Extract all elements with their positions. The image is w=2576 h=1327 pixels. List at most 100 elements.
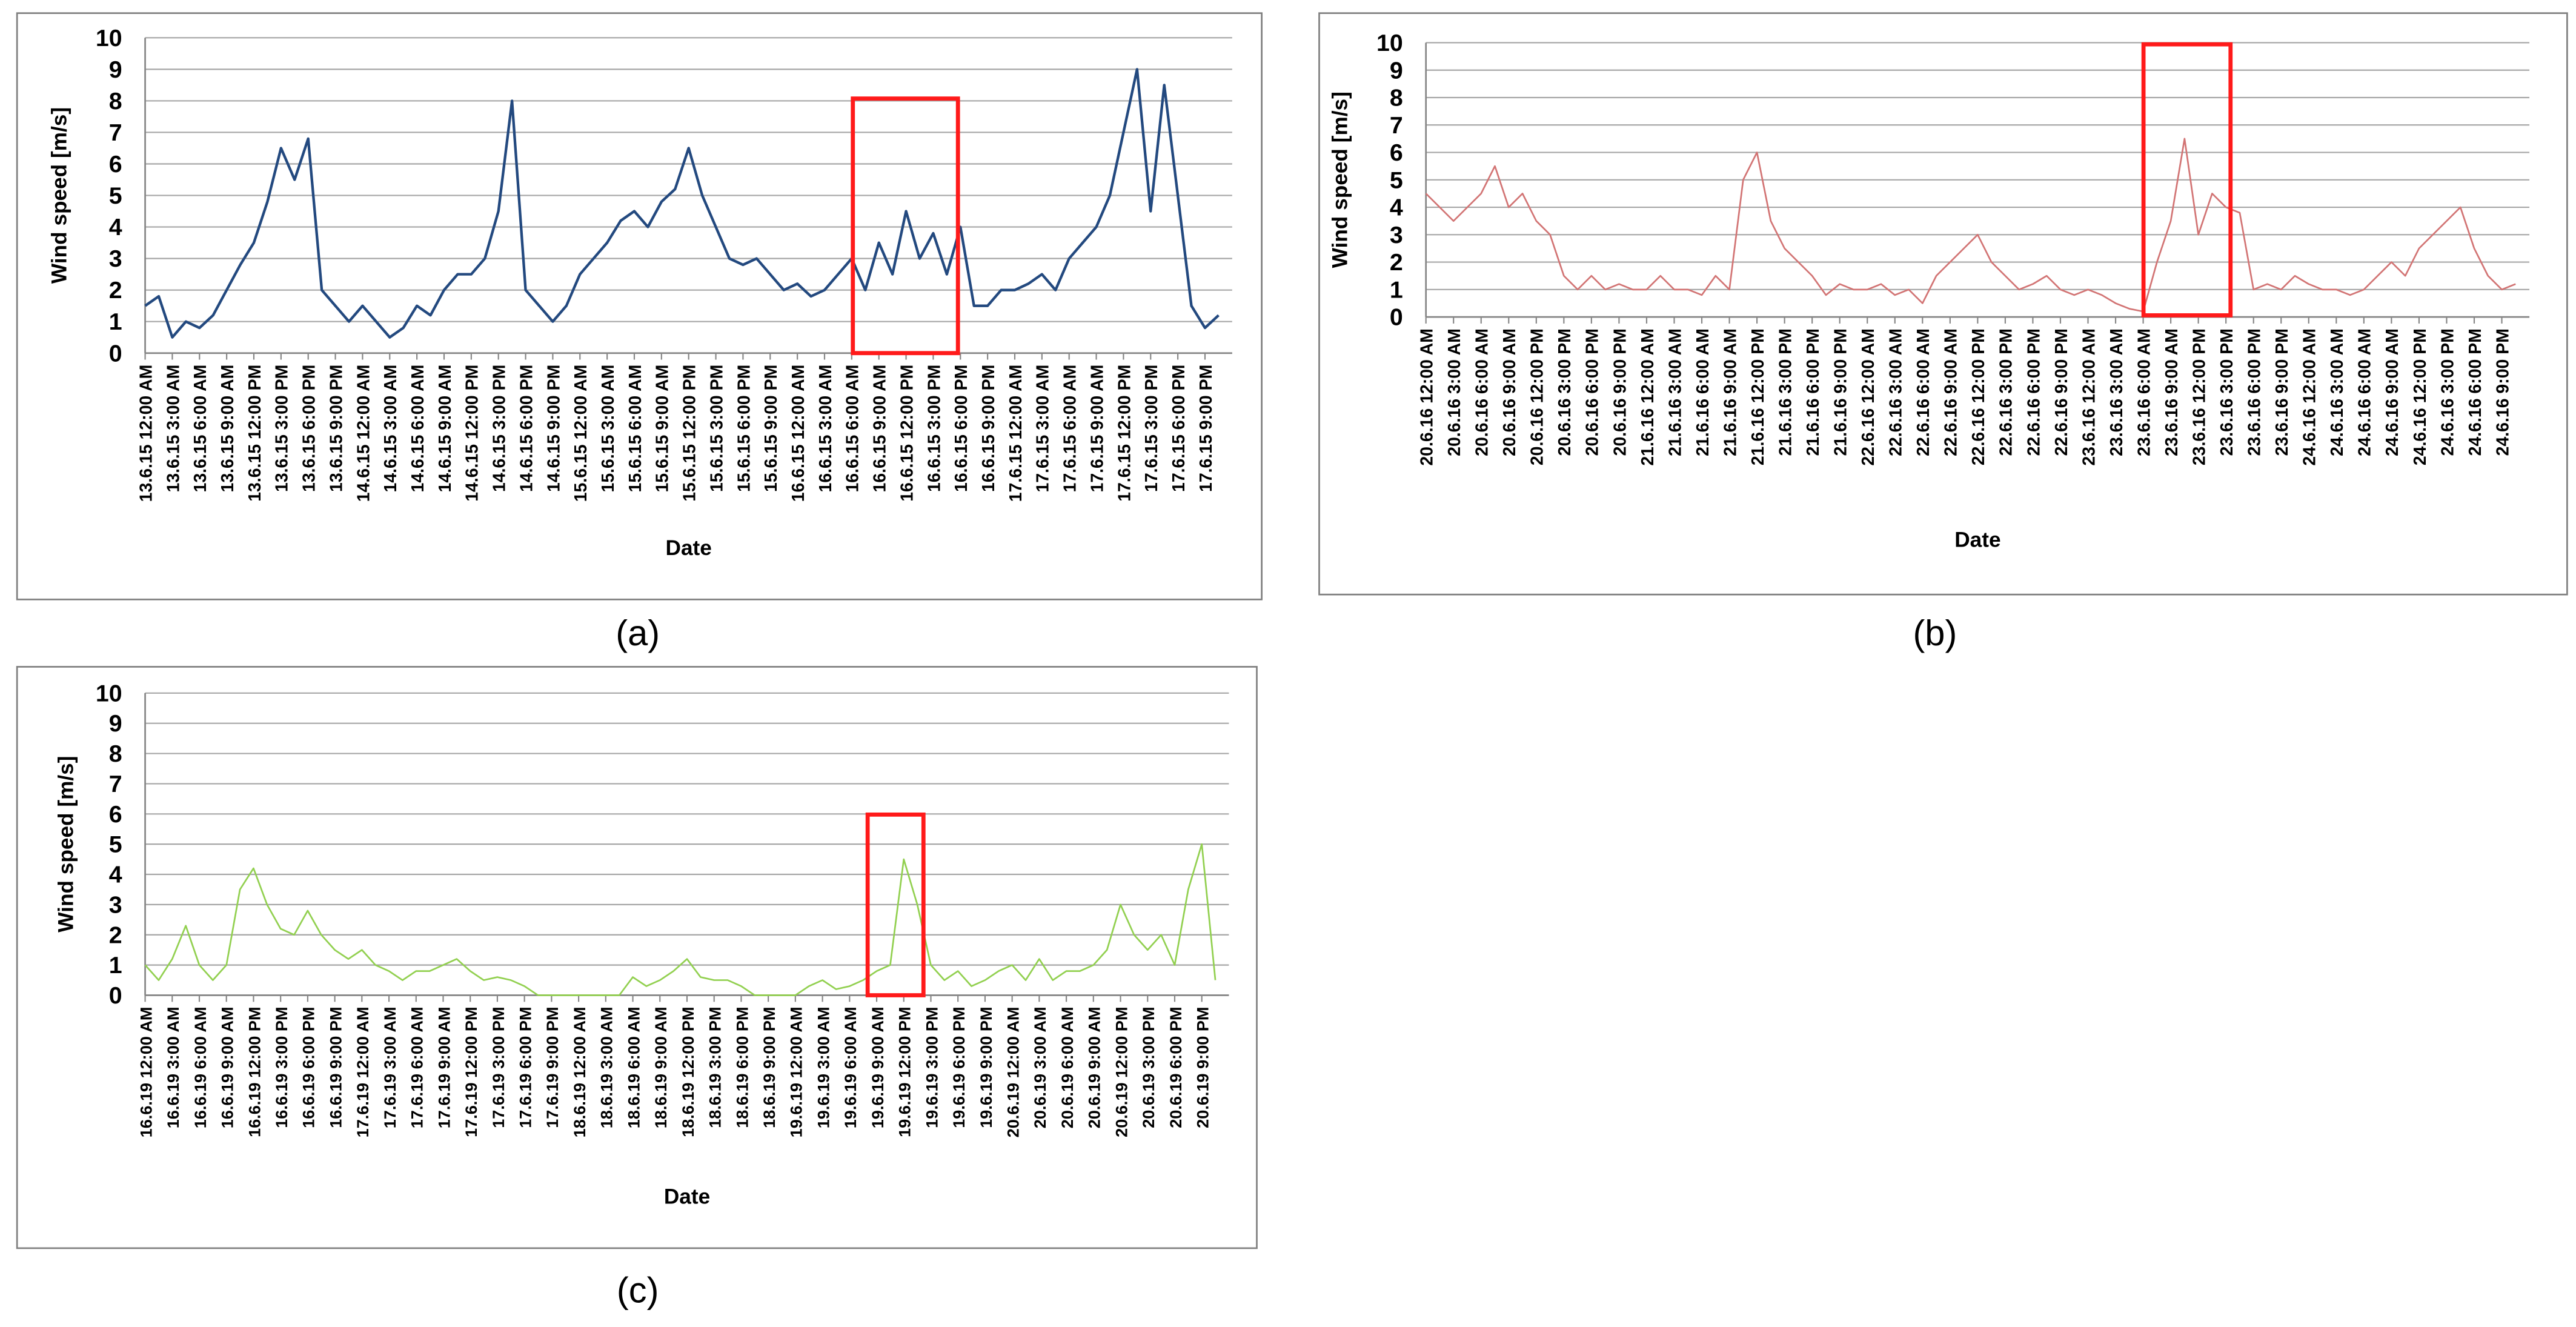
x-tick-label: 16.6.19 6:00 PM <box>299 1006 318 1128</box>
highlight-box <box>2141 42 2233 318</box>
x-tick-label: 18.6.19 6:00 AM <box>624 1006 643 1128</box>
y-tick-label: 8 <box>1390 85 1403 111</box>
x-tick-label: 14.6.15 3:00 PM <box>490 365 510 492</box>
y-tick-label: 1 <box>109 952 122 979</box>
x-tick-label: 13.6.15 6:00 AM <box>191 365 210 493</box>
y-tick-label: 6 <box>109 151 122 178</box>
y-tick-label: 6 <box>109 801 122 828</box>
x-tick-label: 20.6.19 9:00 AM <box>1085 1006 1104 1128</box>
x-tick-label: 17.6.15 9:00 AM <box>1087 365 1107 493</box>
x-tick-label: 20.6.19 6:00 AM <box>1058 1006 1077 1128</box>
x-tick-label: 15.6.15 6:00 PM <box>734 365 754 492</box>
x-tick-label: 16.6.19 12:00 AM <box>136 1006 155 1137</box>
x-tick-label: 16.6.15 12:00 AM <box>789 365 808 502</box>
x-tick-label: 21.6.16 3:00 PM <box>1776 328 1795 456</box>
x-tick-label: 21.6.16 9:00 AM <box>1721 328 1740 456</box>
y-tick-label: 4 <box>1390 195 1403 221</box>
y-tick-label: 3 <box>109 891 122 918</box>
x-tick-label: 17.6.19 6:00 PM <box>516 1006 535 1128</box>
y-tick-label: 2 <box>1390 249 1403 276</box>
panel-label: (c) <box>617 1269 659 1310</box>
x-tick-label: 23.6.16 9:00 AM <box>2162 328 2182 456</box>
y-tick-label: 8 <box>109 740 122 767</box>
x-tick-label: 16.6.15 9:00 AM <box>871 365 890 493</box>
x-tick-label: 16.6.19 3:00 PM <box>272 1006 291 1128</box>
x-tick-label: 22.6.16 9:00 AM <box>1942 328 1961 456</box>
panel-label: (b) <box>1913 613 1957 653</box>
x-tick-label: 14.6.15 9:00 PM <box>544 365 563 492</box>
x-tick-label: 18.6.19 3:00 AM <box>597 1006 616 1128</box>
x-tick-label: 23.6.16 6:00 AM <box>2134 328 2154 456</box>
x-tick-label: 15.6.15 9:00 PM <box>762 365 781 492</box>
x-tick-label: 19.6.19 3:00 AM <box>814 1006 832 1128</box>
x-tick-label: 14.6.15 12:00 AM <box>354 365 373 502</box>
y-tick-label: 7 <box>109 771 122 797</box>
panel-frame <box>16 666 1258 1249</box>
y-tick-label: 9 <box>109 710 122 737</box>
y-tick-label: 4 <box>109 862 122 888</box>
x-tick-label: 18.6.19 9:00 AM <box>651 1006 670 1128</box>
chart-panel: 0 1 2 3 4 5 6 7 8 9 10 16.6.19 12:00 AM 16.6.19 3:00… <box>16 666 1258 1310</box>
x-tick-label: 22.6.16 6:00 PM <box>2024 328 2043 456</box>
x-tick-label: 17.6.15 6:00 PM <box>1169 365 1189 492</box>
y-tick-label: 10 <box>1376 30 1403 56</box>
x-tick-label: 24.6.16 3:00 AM <box>2328 328 2347 456</box>
y-tick-label: 3 <box>1390 222 1403 248</box>
y-tick-label: 3 <box>109 245 122 272</box>
x-tick-label: 20.6.16 6:00 AM <box>1473 328 1492 456</box>
data-line <box>144 68 1220 339</box>
x-tick-label: 19.6.19 6:00 PM <box>949 1006 968 1128</box>
x-tick-label: 24.6.16 12:00 PM <box>2411 328 2430 465</box>
x-tick-label: 16.6.15 3:00 AM <box>816 365 835 493</box>
x-tick-label: 17.6.19 9:00 AM <box>434 1006 453 1128</box>
x-tick-label: 16.6.15 6:00 PM <box>952 365 971 492</box>
x-tick-label: 21.6.16 6:00 PM <box>1804 328 1823 456</box>
x-tick-label: 20.6.19 3:00 AM <box>1031 1006 1049 1128</box>
highlight-box <box>851 96 960 356</box>
x-tick-label: 17.6.15 12:00 PM <box>1115 365 1134 502</box>
x-tick-label: 20.6.16 12:00 PM <box>1528 328 1547 465</box>
x-tick-label: 22.6.16 6:00 AM <box>1914 328 1933 456</box>
y-tick-label: 8 <box>109 88 122 115</box>
x-tick-label: 13.6.15 6:00 PM <box>300 365 319 492</box>
y-tick-label: 1 <box>1390 276 1403 303</box>
x-tick-label: 23.6.16 6:00 PM <box>2245 328 2265 456</box>
x-tick-label: 24.6.16 12:00 AM <box>2300 328 2320 466</box>
y-tick-label: 0 <box>109 982 122 1009</box>
x-tick-label: 13.6.15 9:00 AM <box>218 365 237 493</box>
x-tick-label: 16.6.15 12:00 PM <box>897 365 917 502</box>
x-tick-label: 19.6.19 12:00 AM <box>787 1006 806 1137</box>
x-tick-label: 19.6.19 9:00 PM <box>977 1006 995 1128</box>
y-tick-label: 2 <box>109 277 122 304</box>
x-tick-label: 19.6.19 6:00 AM <box>841 1006 860 1128</box>
x-tick-label: 24.6.16 9:00 PM <box>2493 328 2512 456</box>
x-tick-label: 20.6.19 12:00 PM <box>1112 1006 1130 1137</box>
x-tick-label: 20.6.19 6:00 PM <box>1166 1006 1185 1128</box>
x-tick-label: 13.6.15 12:00 PM <box>245 365 265 502</box>
x-tick-label: 14.6.15 3:00 AM <box>381 365 400 493</box>
x-tick-label: 15.6.15 9:00 AM <box>653 365 672 493</box>
highlight-box <box>865 812 926 997</box>
x-tick-label: 18.6.19 12:00 AM <box>570 1006 589 1137</box>
y-tick-label: 6 <box>1390 139 1403 166</box>
x-tick-label: 16.6.19 3:00 AM <box>164 1006 182 1128</box>
y-tick-label: 1 <box>109 308 122 335</box>
x-tick-label: 18.6.19 12:00 PM <box>679 1006 697 1137</box>
x-tick-label: 24.6.16 3:00 PM <box>2438 328 2457 456</box>
y-tick-label: 5 <box>109 831 122 858</box>
x-tick-label: 23.6.16 3:00 PM <box>2217 328 2237 456</box>
x-tick-label: 19.6.19 3:00 PM <box>922 1006 941 1128</box>
x-tick-label: 13.6.15 3:00 PM <box>273 365 292 492</box>
x-tick-label: 14.6.15 9:00 AM <box>436 365 455 493</box>
x-tick-label: 20.6.16 9:00 PM <box>1610 328 1630 456</box>
x-tick-label: 19.6.19 9:00 AM <box>868 1006 887 1128</box>
x-tick-label: 18.6.19 9:00 PM <box>760 1006 778 1128</box>
x-axis-label: Date <box>666 536 712 560</box>
x-axis-label: Date <box>1954 528 2000 552</box>
panel-frame <box>1318 12 2568 596</box>
x-tick-label: 20.6.19 12:00 AM <box>1003 1006 1022 1137</box>
y-tick-label: 4 <box>109 214 122 241</box>
x-tick-label: 17.6.19 9:00 PM <box>543 1006 562 1128</box>
